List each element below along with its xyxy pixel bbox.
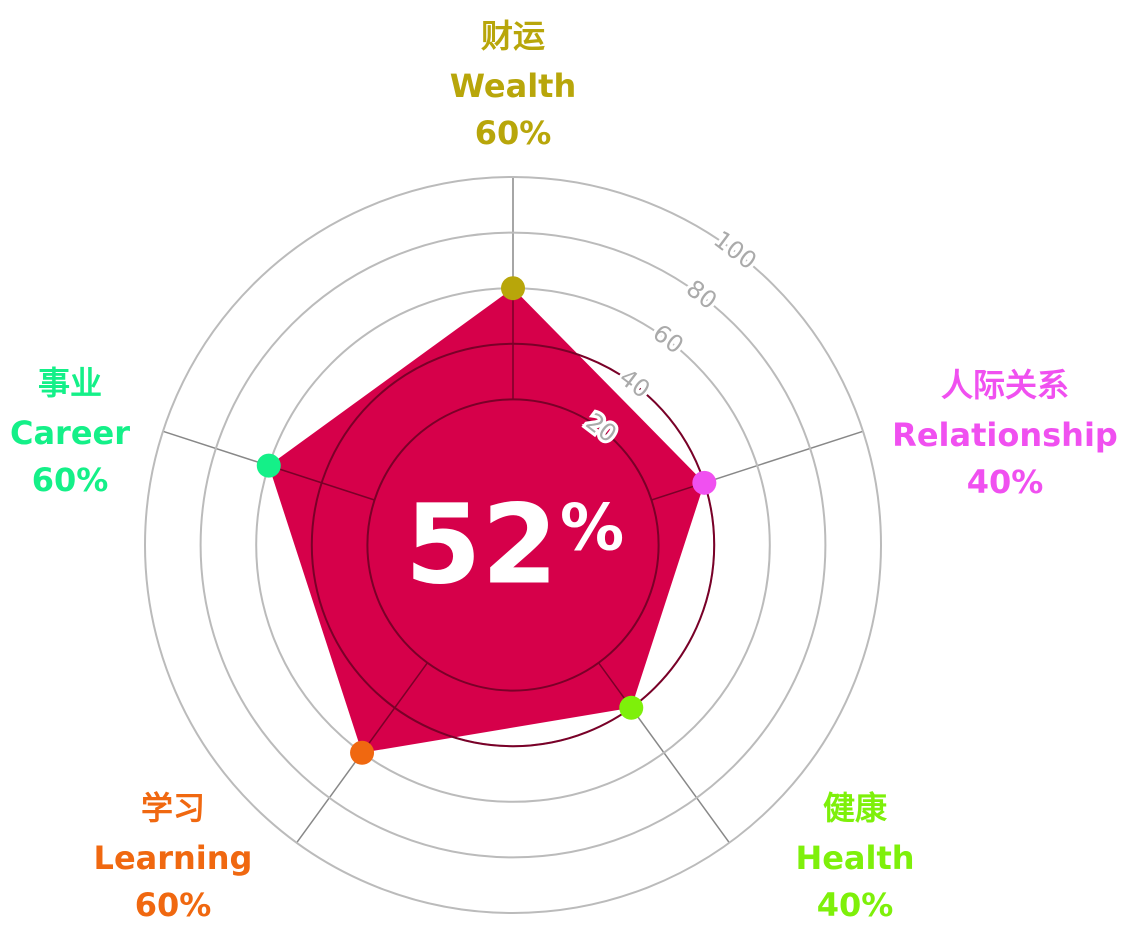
category-label: Learning bbox=[94, 839, 253, 877]
grid-ring bbox=[144, 176, 882, 914]
data-point bbox=[256, 453, 281, 478]
radar-area bbox=[268, 288, 705, 753]
value-label: 60% bbox=[32, 461, 109, 499]
data-point bbox=[692, 470, 717, 495]
category-label-zh: 健康 bbox=[823, 789, 888, 827]
category-label-zh: 人际关系 bbox=[941, 366, 1069, 404]
category-label: Wealth bbox=[450, 67, 577, 105]
value-label: 40% bbox=[967, 463, 1044, 501]
value-label: 60% bbox=[135, 886, 212, 924]
center-value: 52 bbox=[405, 480, 558, 608]
value-label: 60% bbox=[475, 114, 552, 152]
grid-ring bbox=[199, 231, 827, 859]
data-point bbox=[350, 740, 375, 765]
category-label-zh: 事业 bbox=[38, 364, 102, 402]
category-label-zh: 学习 bbox=[141, 789, 205, 827]
category-label: Relationship bbox=[892, 416, 1118, 454]
grid-ring bbox=[366, 398, 660, 692]
tick-label: 80 bbox=[681, 274, 722, 315]
category-label: Health bbox=[795, 839, 914, 877]
value-label: 40% bbox=[817, 886, 894, 924]
category-label-zh: 财运 bbox=[481, 17, 545, 55]
data-point bbox=[501, 276, 525, 301]
category-label: Career bbox=[10, 414, 130, 452]
grid-ring bbox=[310, 342, 716, 748]
center-unit: % bbox=[560, 492, 624, 566]
plot bbox=[256, 276, 717, 765]
data-point bbox=[619, 695, 644, 720]
